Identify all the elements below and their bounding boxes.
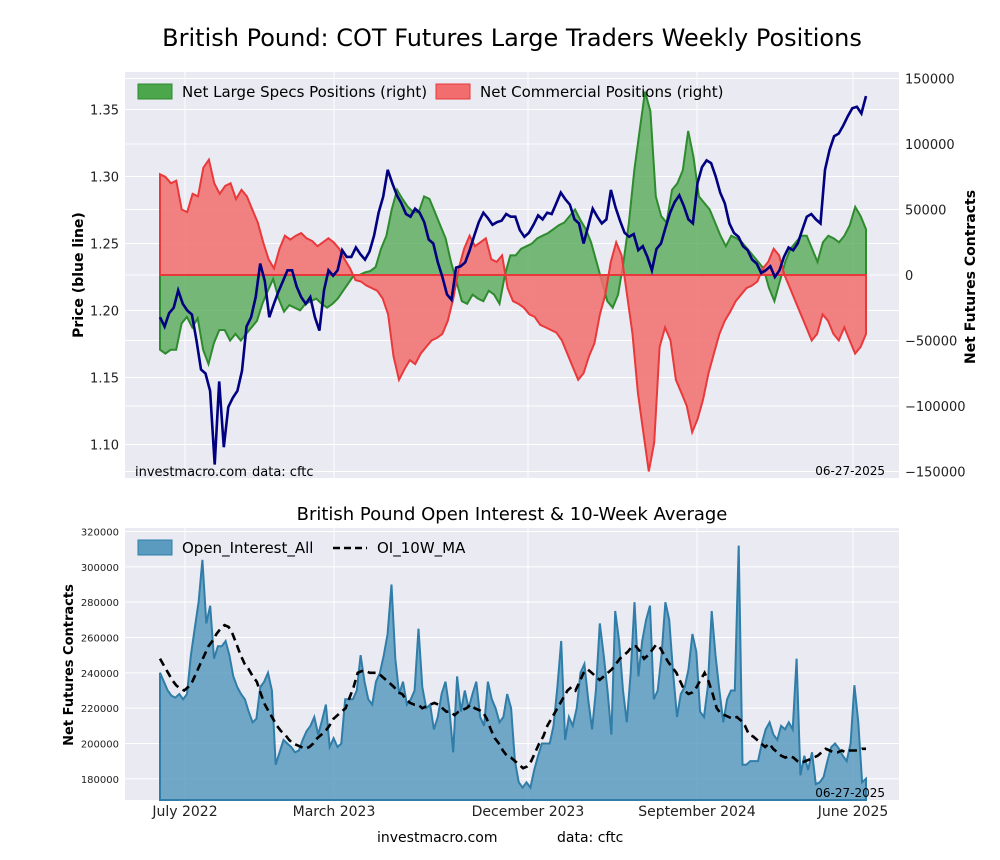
top-data-text: data: cftc <box>252 465 314 480</box>
bottom-date-stamp: 06-27-2025 <box>815 786 885 800</box>
net-contracts-axis-label: Net Futures Contracts <box>963 190 979 364</box>
date-tick-label: December 2023 <box>472 804 585 820</box>
open-interest-tick-label: 200000 <box>81 739 119 750</box>
price-tick-label: 1.25 <box>90 238 119 253</box>
price-axis-ticks: 1.10 1.15 1.20 1.25 1.30 1.35 <box>90 104 119 454</box>
price-positions-panel: 1.10 1.15 1.20 1.25 1.30 1.35 150000 100000 500… <box>71 72 979 480</box>
price-tick-label: 1.10 <box>90 439 119 454</box>
price-tick-label: 1.20 <box>90 305 119 320</box>
open-interest-axis-label: Net Futures Contracts <box>62 584 77 746</box>
price-line <box>158 95 868 465</box>
figure-title: British Pound: COT Futures Large Traders… <box>162 24 862 52</box>
open-interest-title: British Pound Open Interest & 10-Week Av… <box>297 504 728 525</box>
open-interest-tick-label: 260000 <box>81 634 119 645</box>
bottom-data-text: data: cftc <box>557 830 623 846</box>
legend-swatch-open-interest <box>137 539 173 556</box>
legend-swatch-specs <box>137 83 173 100</box>
date-tick-label: July 2022 <box>151 804 217 820</box>
price-tick-label: 1.15 <box>90 372 119 387</box>
price-tick-label: 1.35 <box>90 104 119 119</box>
bottom-legend: Open_Interest_All OI_10W_MA <box>137 539 466 558</box>
open-interest-tick-label: 280000 <box>81 598 119 609</box>
net-commercial-area <box>159 157 867 472</box>
legend-label-specs: Net Large Specs Positions (right) <box>182 83 427 101</box>
bottom-source-text: investmacro.com <box>377 830 497 846</box>
net-contracts-tick-label: −150000 <box>905 465 966 480</box>
net-large-specs-area <box>159 91 867 368</box>
top-legend: Net Large Specs Positions (right) Net Co… <box>137 83 724 101</box>
open-interest-tick-label: 220000 <box>81 704 119 715</box>
date-tick-label: September 2024 <box>638 804 756 820</box>
legend-label-commercial: Net Commercial Positions (right) <box>480 83 724 101</box>
legend-swatch-commercial <box>435 83 471 100</box>
net-contracts-tick-label: 0 <box>905 269 913 284</box>
net-contracts-tick-label: −50000 <box>905 334 957 349</box>
open-interest-panel: British Pound Open Interest & 10-Week Av… <box>62 504 899 846</box>
price-axis-label: Price (blue line) <box>71 212 87 338</box>
top-source-text: investmacro.com <box>135 465 247 480</box>
open-interest-tick-label: 300000 <box>81 563 119 574</box>
open-interest-axis-ticks: 180000 200000 220000 240000 260000 280000 3000… <box>81 528 119 786</box>
price-tick-label: 1.30 <box>90 171 119 186</box>
net-contracts-tick-label: 100000 <box>905 138 955 153</box>
open-interest-tick-label: 240000 <box>81 669 119 680</box>
net-contracts-tick-label: −100000 <box>905 400 966 415</box>
legend-label-ma: OI_10W_MA <box>377 539 466 558</box>
date-axis-ticks: July 2022 March 2023 December 2023 Septembe… <box>151 804 888 820</box>
top-date-stamp: 06-27-2025 <box>815 464 885 478</box>
legend-label-open-interest: Open_Interest_All <box>182 539 313 558</box>
date-tick-label: June 2025 <box>817 804 889 820</box>
open-interest-tick-label: 320000 <box>81 528 119 539</box>
net-contracts-axis-ticks: 150000 100000 50000 0 −50000 −100000 −150000 <box>905 73 966 481</box>
date-tick-label: March 2023 <box>293 804 376 820</box>
oi-10w-ma-line <box>158 623 866 770</box>
net-contracts-tick-label: 50000 <box>905 204 946 219</box>
net-contracts-tick-label: 150000 <box>905 73 955 88</box>
open-interest-tick-label: 180000 <box>81 775 119 786</box>
